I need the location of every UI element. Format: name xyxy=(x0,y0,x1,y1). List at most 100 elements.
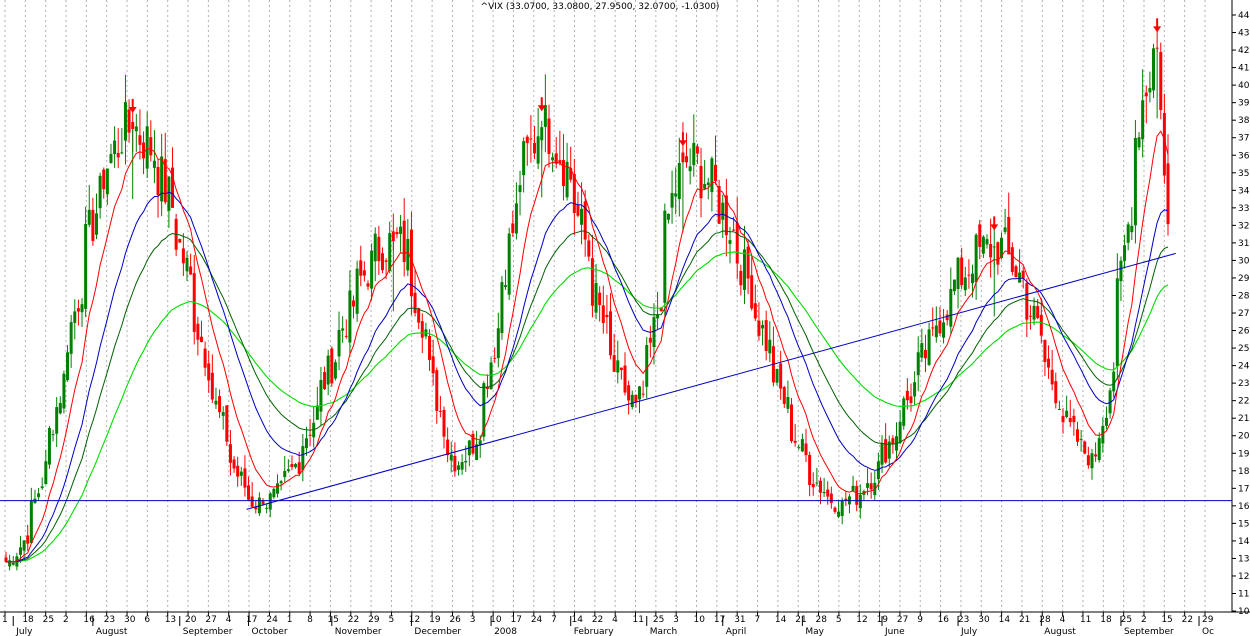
candle-body xyxy=(558,160,562,164)
candle-body xyxy=(391,231,395,242)
candle-body xyxy=(279,481,283,484)
x-day-label: 29 xyxy=(368,615,380,625)
candle-body xyxy=(344,335,348,337)
x-day-label: 17 xyxy=(714,615,725,625)
y-tick-label: 12 xyxy=(1238,572,1249,582)
candle-body xyxy=(109,153,113,163)
candle-body xyxy=(855,486,859,505)
x-day-label: 30 xyxy=(978,615,990,625)
price-series xyxy=(4,26,1170,571)
candle-body xyxy=(815,482,819,484)
x-day-label: 3 xyxy=(470,615,476,625)
candle-body xyxy=(471,433,475,454)
down-arrow-head xyxy=(1153,26,1162,33)
y-tick-label: 24 xyxy=(1238,362,1250,372)
candle-body xyxy=(435,370,439,411)
candle-body xyxy=(250,496,254,507)
candle-body xyxy=(40,486,44,489)
x-month-label: 2008 xyxy=(494,627,517,636)
candle-body xyxy=(330,348,334,384)
x-day-label: 27 xyxy=(897,615,908,625)
candle-body xyxy=(388,233,392,271)
x-day-label: 25 xyxy=(43,615,54,625)
candle-body xyxy=(55,407,59,434)
x-day-label: 10 xyxy=(694,615,706,625)
x-day-label: 18 xyxy=(1100,615,1112,625)
candle-body xyxy=(1104,417,1108,426)
candle-body xyxy=(341,328,345,331)
y-tick-label: 33 xyxy=(1238,204,1249,214)
candle-body xyxy=(637,386,641,400)
x-day-label: 5 xyxy=(388,615,394,625)
candle-body xyxy=(714,164,718,182)
candle-body xyxy=(76,308,80,312)
candle-body xyxy=(355,268,359,314)
candle-body xyxy=(627,385,631,401)
candle-body xyxy=(804,443,808,456)
candle-body xyxy=(572,173,576,214)
candle-body xyxy=(116,153,120,158)
x-day-label: 11 xyxy=(633,615,644,625)
candle-body xyxy=(482,383,486,437)
candle-body xyxy=(73,311,77,323)
candle-body xyxy=(1094,454,1098,457)
x-day-label: 7 xyxy=(755,615,761,625)
candle-body xyxy=(247,485,251,500)
candle-body xyxy=(496,328,500,359)
candle-body xyxy=(609,311,613,356)
candle-body xyxy=(916,352,920,376)
candle-body xyxy=(156,167,160,196)
overlay-lines xyxy=(0,130,1232,563)
candle-body xyxy=(171,167,175,208)
candle-body xyxy=(710,158,714,193)
candle-body xyxy=(272,488,276,498)
candle-body xyxy=(1010,247,1014,272)
candle-body xyxy=(529,138,533,140)
y-tick-label: 21 xyxy=(1238,414,1249,424)
candle-body xyxy=(920,343,924,358)
x-day-label: 4 xyxy=(612,615,618,625)
candle-body xyxy=(319,379,323,412)
candle-body xyxy=(207,363,211,381)
candle-body xyxy=(641,393,645,395)
down-arrow-head xyxy=(678,140,687,147)
candle-body xyxy=(29,500,33,543)
candle-body xyxy=(1119,260,1123,282)
candle-body xyxy=(228,444,232,463)
moving-average-mid xyxy=(5,191,1169,563)
candle-body xyxy=(590,258,594,306)
candle-body xyxy=(181,248,185,264)
candle-body xyxy=(826,489,830,497)
x-day-label: 24 xyxy=(266,615,278,625)
candle-body xyxy=(113,140,117,155)
candle-body xyxy=(47,428,51,465)
x-month-label: August xyxy=(1044,627,1076,636)
candle-body xyxy=(790,404,794,442)
candle-body xyxy=(818,480,822,493)
candle-body xyxy=(333,362,337,379)
candle-body xyxy=(717,185,721,224)
x-day-label: 9 xyxy=(917,615,923,625)
candle-body xyxy=(268,493,272,510)
candle-body xyxy=(728,240,732,244)
candle-body xyxy=(634,394,638,403)
candle-body xyxy=(580,208,584,225)
candle-body xyxy=(1068,417,1072,423)
candle-body xyxy=(811,483,815,488)
candle-body xyxy=(1086,455,1090,466)
candle-body xyxy=(475,444,479,460)
y-tick-label: 38 xyxy=(1238,116,1250,126)
candle-body xyxy=(384,260,388,262)
y-tick-label: 40 xyxy=(1238,81,1250,91)
y-tick-label: 13 xyxy=(1238,554,1249,564)
x-day-label: 12 xyxy=(856,615,867,625)
candle-body xyxy=(808,454,812,485)
candle-body xyxy=(909,396,913,403)
y-tick-label: 42 xyxy=(1238,46,1249,56)
candle-body xyxy=(514,203,518,234)
candle-body xyxy=(692,142,696,166)
candle-body xyxy=(974,234,978,283)
candle-body xyxy=(446,439,450,456)
candle-body xyxy=(58,402,62,414)
y-tick-label: 39 xyxy=(1238,99,1250,109)
